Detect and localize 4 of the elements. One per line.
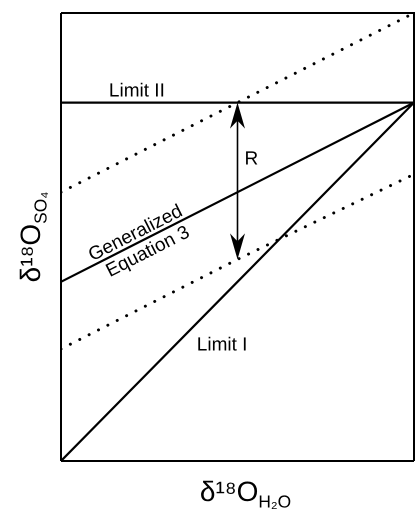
x-axis-title: δ¹⁸O$_{H₂O}$ [200,476,292,512]
series-label: Limit II [108,80,165,102]
series-label: Limit I [196,334,248,356]
annotation: R [244,148,258,170]
